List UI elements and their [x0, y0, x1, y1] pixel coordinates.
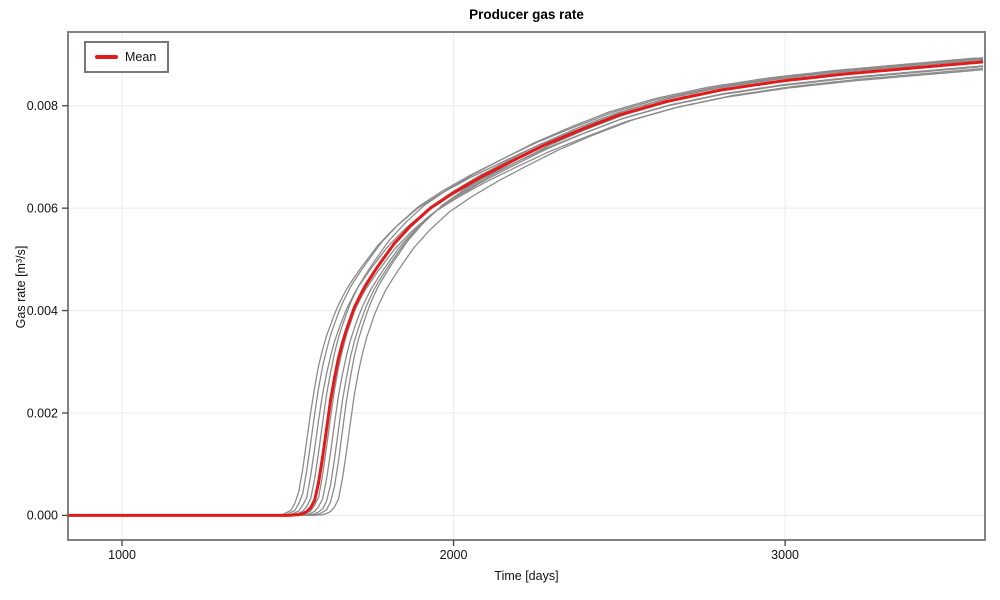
ensemble-curve	[68, 57, 984, 517]
y-tick-label: 0.006	[27, 201, 58, 215]
curves	[68, 57, 984, 517]
mean-curve	[68, 60, 984, 517]
plot-frame	[67, 31, 986, 541]
ensemble-curve	[68, 67, 984, 517]
ensemble-curve	[68, 61, 984, 517]
ensemble-curve	[68, 57, 983, 517]
ensemble-curve	[68, 58, 983, 517]
x-tick-label: 2000	[440, 548, 468, 562]
ensemble-curve	[68, 61, 984, 517]
ensemble-curve	[68, 65, 984, 517]
x-tick-label: 1000	[108, 548, 136, 562]
y-tick-label: 0.002	[27, 406, 58, 420]
mean-line-swatch	[95, 55, 118, 59]
y-axis-label: Gas rate [m³/s]	[14, 245, 28, 329]
legend: Mean	[84, 41, 170, 73]
chart-title: Producer gas rate	[469, 7, 584, 22]
ensemble-curve	[68, 69, 984, 517]
x-axis-label: Time [days]	[494, 569, 559, 583]
y-tick-label: 0.008	[27, 99, 58, 113]
ensemble-curve	[68, 65, 984, 517]
y-tick-label: 0.000	[27, 509, 58, 523]
axis-ticks: 1000 2000 3000 0.000 0.002 0.004 0.006 0.008	[27, 99, 799, 562]
legend-label: Mean	[125, 50, 157, 64]
ensemble-curve	[68, 59, 984, 517]
x-tick-label: 3000	[771, 548, 799, 562]
gridlines	[68, 32, 985, 540]
y-tick-label: 0.004	[27, 304, 58, 318]
